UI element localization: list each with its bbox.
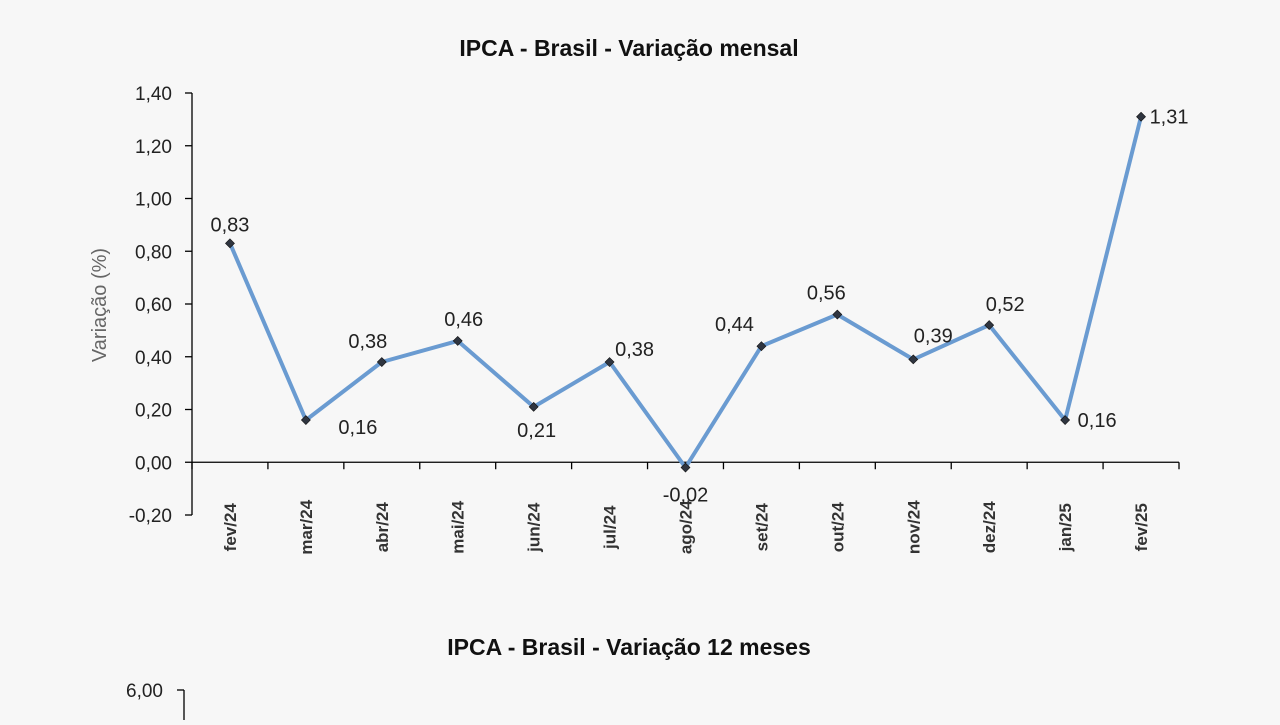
y-tick-label-2: 6,00 — [126, 681, 163, 702]
x-tick-label: jan/25 — [1056, 503, 1075, 552]
data-label: -0,02 — [663, 485, 709, 507]
y-axis-label: Variação (%) — [89, 248, 111, 362]
x-tick-label: jul/24 — [601, 505, 620, 550]
x-tick-labels: fev/24 mar/24 abr/24 mai/24 jun/24 jul/24 ago/… — [221, 499, 1151, 554]
data-label: 0,52 — [986, 294, 1025, 316]
x-tick-label: mai/24 — [449, 500, 468, 553]
data-point — [1136, 111, 1146, 122]
markers — [225, 111, 1146, 473]
x-tick-label: ago/24 — [677, 500, 696, 554]
x-tick-label: abr/24 — [373, 502, 392, 553]
data-point — [376, 357, 387, 367]
x-tick-label: jun/24 — [525, 502, 544, 553]
x-tick-label: out/24 — [828, 502, 847, 553]
data-label: 0,16 — [1078, 410, 1117, 432]
y-tick-label: 0,60 — [135, 295, 172, 316]
chart-title-2: IPCA - Brasil - Variação 12 meses — [447, 634, 811, 660]
y-tick-labels: -0,20 0,00 0,20 0,40 0,60 0,80 1,00 1,20 1,40 — [129, 84, 172, 527]
data-label: 1,31 — [1150, 107, 1189, 129]
x-tick-label: fev/25 — [1132, 503, 1151, 551]
y-tick-label: 0,80 — [135, 242, 172, 263]
x-tick-label: mar/24 — [297, 499, 316, 554]
data-point — [680, 462, 691, 473]
y-tick-label: 1,20 — [135, 137, 172, 158]
x-tick-label: set/24 — [752, 503, 771, 552]
data-label: 0,39 — [914, 325, 953, 347]
y-tick-label: 0,00 — [135, 453, 172, 474]
y-tick-label: 1,40 — [135, 84, 172, 105]
data-label: 0,46 — [444, 309, 483, 331]
y-tick-label: 0,20 — [135, 401, 172, 422]
data-point — [225, 238, 235, 249]
data-point — [604, 357, 615, 367]
data-point — [300, 415, 311, 425]
y-tick-label: 1,00 — [135, 190, 172, 211]
chart-title: IPCA - Brasil - Variação mensal — [459, 35, 798, 61]
series — [228, 116, 1143, 470]
x-tick-label: fev/24 — [221, 503, 240, 552]
data-point — [528, 401, 539, 412]
data-point — [832, 309, 843, 320]
axes — [185, 92, 1180, 516]
data-label: 0,38 — [348, 331, 387, 353]
data-label: 0,56 — [807, 283, 846, 305]
data-label: 0,83 — [210, 214, 249, 236]
data-point — [452, 336, 463, 346]
data-label: 0,21 — [517, 420, 556, 442]
data-label: 0,44 — [715, 314, 754, 336]
x-tick-label: dez/24 — [980, 501, 999, 554]
data-point — [908, 354, 919, 365]
y-tick-label: -0,20 — [129, 506, 172, 527]
series-line — [228, 116, 1143, 470]
data-point — [1060, 415, 1071, 425]
data-label: 0,38 — [615, 339, 654, 361]
data-point — [756, 341, 767, 352]
data-label: 0,16 — [338, 417, 377, 439]
x-tick-label: nov/24 — [904, 500, 923, 554]
y-tick-label: 0,40 — [135, 348, 172, 369]
data-labels: 0,83 0,16 0,38 0,46 0,21 0,38 -0,02 0,44 0,56 0,3… — [210, 107, 1188, 507]
data-point — [984, 320, 995, 331]
